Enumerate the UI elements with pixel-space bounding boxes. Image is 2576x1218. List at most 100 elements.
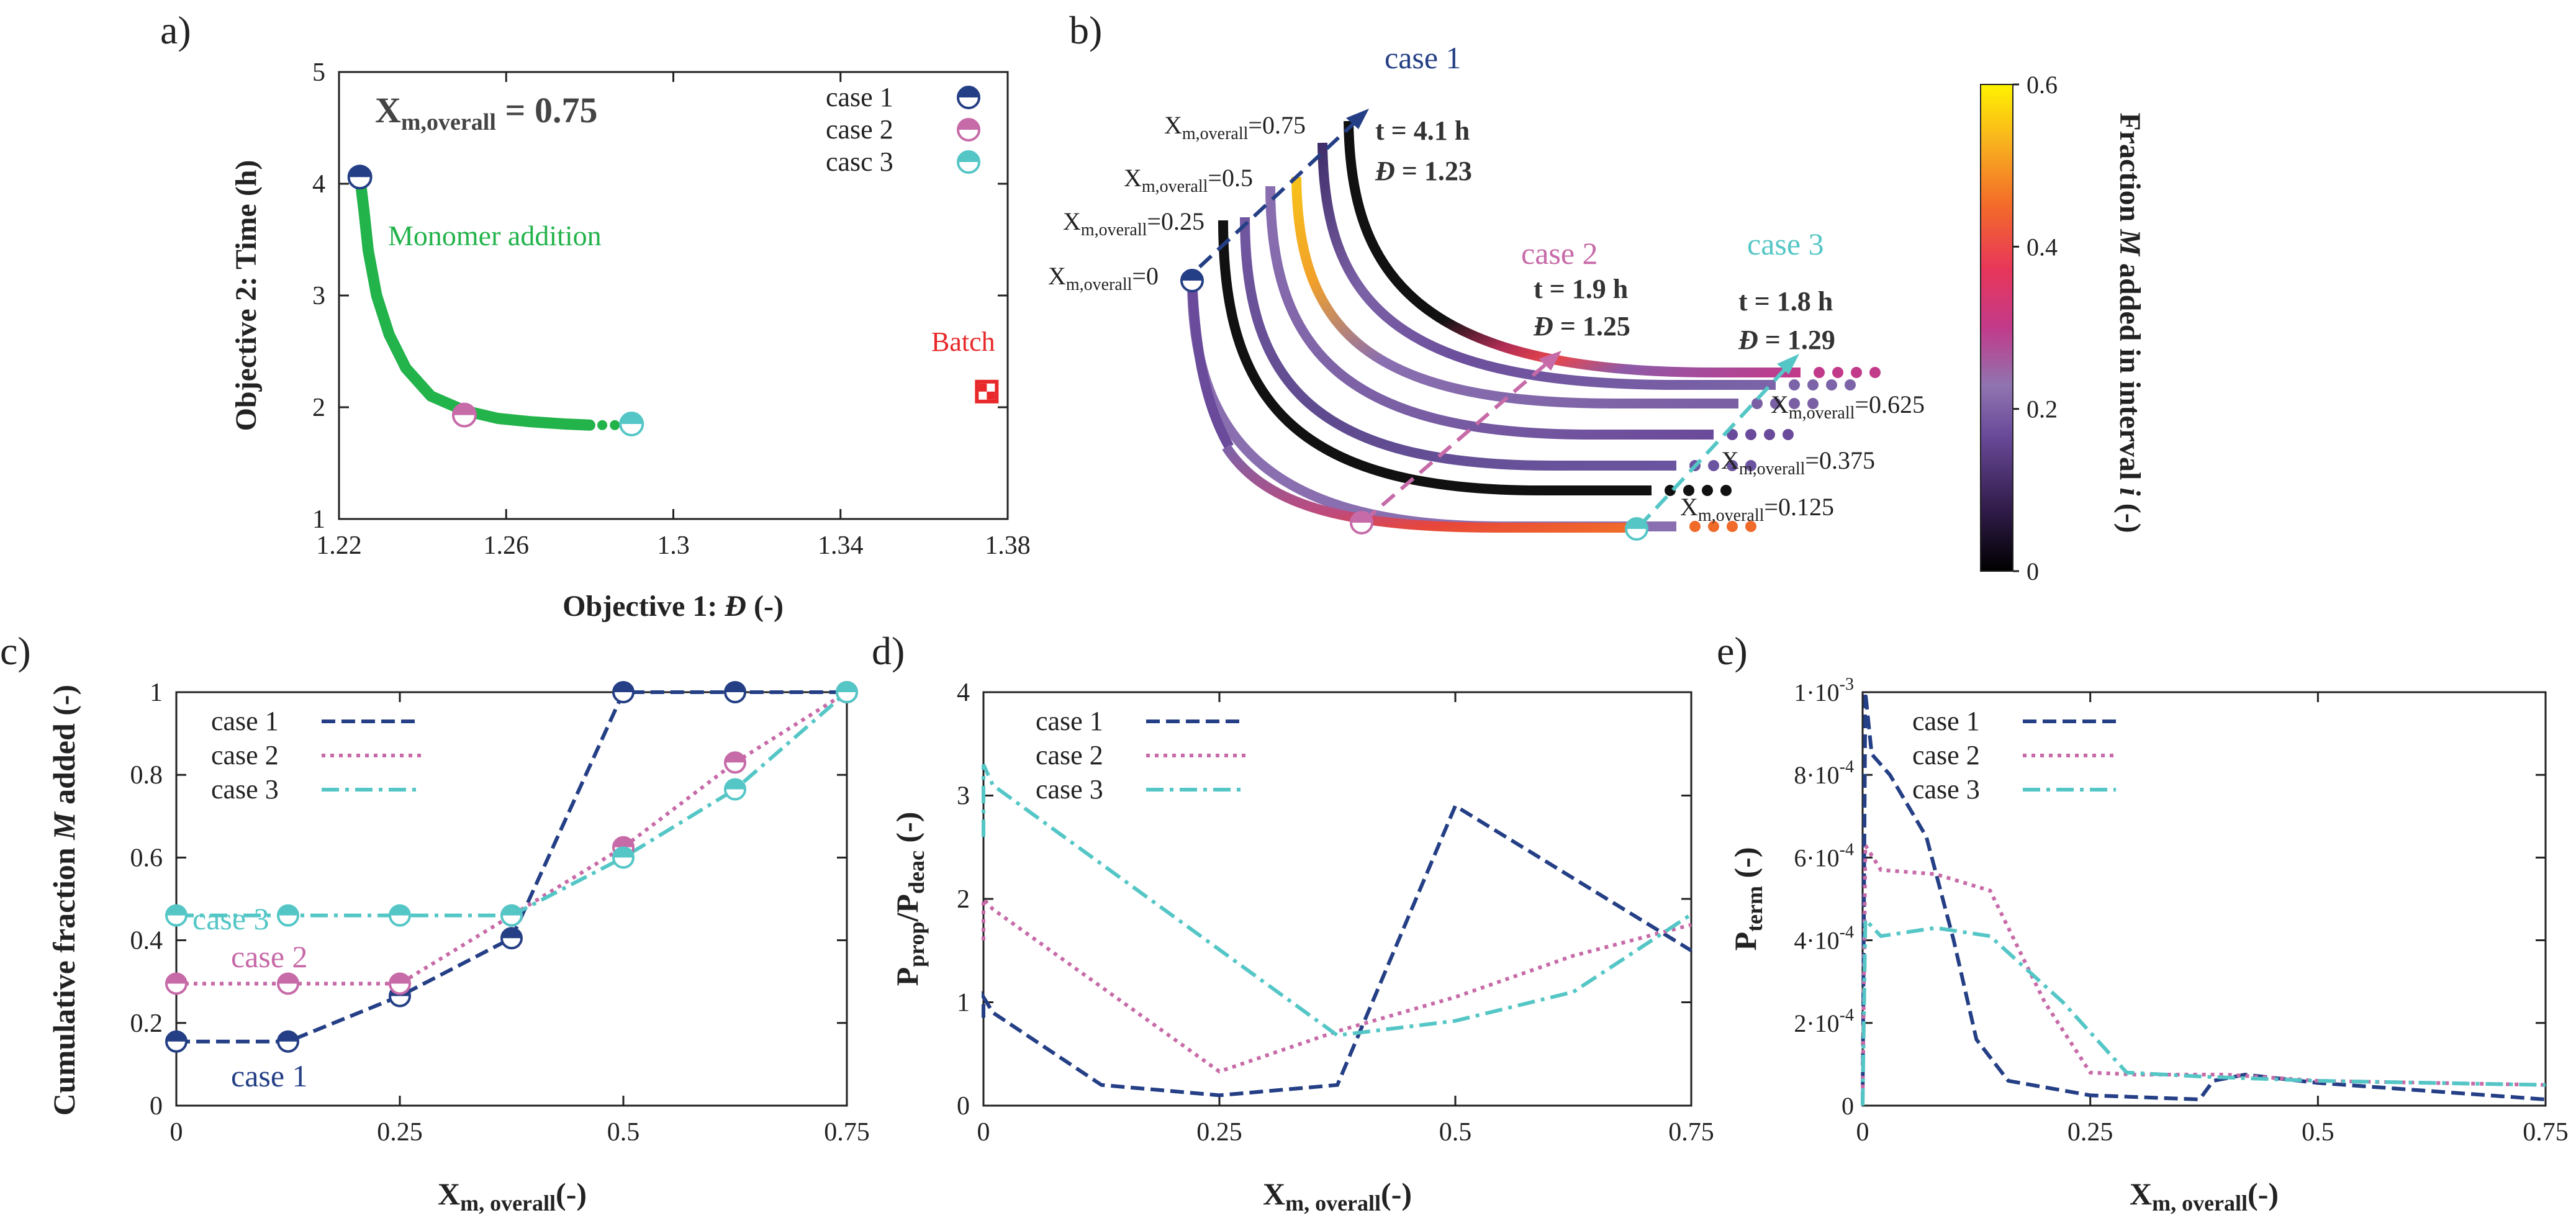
colorbar-label: Fraction M added in interval i (-) — [2113, 112, 2146, 533]
legend-d: case 1 case 2 case 3 — [1036, 706, 1245, 805]
legend-marker — [957, 150, 980, 174]
curve-tail-dot — [1745, 460, 1756, 471]
legend-label: case 2 — [1912, 740, 1980, 770]
series-point-case-2-fill — [278, 973, 298, 984]
curve-tail-dot — [1770, 398, 1781, 409]
panel-c-letter: c) — [0, 629, 31, 673]
level-label-0625: Xm,overall=0.625 — [1771, 390, 1925, 423]
batch-marker — [975, 379, 999, 404]
legend-label: case 2 — [211, 740, 279, 770]
inline-label-case2: case 2 — [231, 939, 308, 974]
series-point-case-2 — [277, 972, 299, 995]
curve-tail-dot — [1845, 379, 1856, 390]
batch-label: Batch — [931, 327, 995, 357]
curve-tail-dot — [1683, 485, 1694, 496]
series-point-case-3-fill — [725, 779, 745, 790]
y-axis-label-c: Cumulative fraction M added (-) — [47, 685, 81, 1116]
curve-level-05 — [1291, 176, 1738, 408]
inline-label-case1: case 1 — [231, 1058, 308, 1093]
series-point-case-3-fill — [390, 905, 410, 916]
series-point-case-1 — [277, 1030, 299, 1053]
case-marker-2-fill — [453, 404, 476, 415]
case-2-arrow — [1362, 351, 1561, 523]
curve-tail-dot — [1708, 521, 1719, 532]
y-tick-label: 1 — [957, 989, 970, 1017]
case-3-annotation: case 3 t = 1.8 h Đ = 1.29 — [1738, 227, 1835, 355]
y-tick-label: 4 — [312, 170, 325, 199]
colorbar-tick-label: 0.2 — [2027, 395, 2058, 423]
case-markers-a — [347, 165, 644, 436]
legend-label: case 1 — [826, 82, 893, 112]
series-point-case-1-fill — [502, 928, 522, 939]
x-tick-label: 1.22 — [316, 531, 362, 560]
curve-tail-dot — [1869, 367, 1881, 378]
curve-tail-dot — [1727, 460, 1738, 471]
curve-tail-dot — [1720, 485, 1732, 496]
y-tick-label: 6·10-4 — [1794, 840, 1854, 872]
x-tick-label: 0.5 — [607, 1118, 640, 1147]
panel-b: b) Xm,overall=0 — [1048, 8, 2146, 585]
x-tick-label: 0.75 — [2523, 1118, 2569, 1147]
curve-tail-dot — [1764, 429, 1775, 440]
series-point-case-1 — [500, 927, 523, 950]
x-tick-label: 0.5 — [2302, 1118, 2334, 1147]
series-point-case-2-fill — [166, 973, 186, 984]
x-tick-label: 0 — [1856, 1118, 1869, 1147]
colorbar-ticks: 0 0.2 0.4 0.6 — [2013, 71, 2058, 585]
case-marker-3 — [619, 412, 644, 436]
y-tick-label: 1 — [150, 679, 163, 707]
legend-label: case 1 — [1912, 706, 1980, 736]
legend-marker-fill — [958, 87, 979, 97]
case-marker-1 — [347, 165, 373, 190]
curve-tail-dot — [1789, 379, 1800, 390]
case-2-annotation: case 2 t = 1.9 h Đ = 1.25 — [1521, 236, 1630, 341]
y-tick-label: 4·10-4 — [1794, 923, 1854, 955]
case-markers-b — [1180, 269, 1648, 541]
panel-a: a) 1.22 1.26 1.3 1.34 1.38 1 2 3 4 5 Xm,overall =… — [160, 8, 1031, 623]
curve-level-0625 — [1317, 142, 1776, 390]
x-tick-label: 0.25 — [377, 1118, 423, 1147]
legend-label: case 2 — [1036, 740, 1103, 770]
series-point-case-3 — [165, 904, 188, 927]
case-3-start-marker — [1625, 517, 1648, 541]
x-tick-label: 0.25 — [2068, 1118, 2113, 1147]
x-tick-label: 0 — [170, 1118, 183, 1147]
y-tick-label: 2·10-4 — [1794, 1006, 1854, 1037]
case-3-arrow — [1637, 354, 1799, 528]
y-tick-label: 0 — [150, 1092, 163, 1121]
case-1-annotation: case 1 t = 4.1 h Đ = 1.23 — [1375, 40, 1472, 186]
y-tick-label: 2 — [957, 885, 970, 914]
case-3-time: t = 1.8 h — [1738, 286, 1833, 317]
x-tick-label: 0.5 — [1439, 1118, 1472, 1147]
series-point-case-2-fill — [725, 752, 745, 763]
case-1-arrow — [1198, 109, 1369, 269]
curve-tail-dot — [1807, 398, 1819, 409]
y-tick-label: 5 — [312, 58, 325, 87]
level-label-075: Xm,overall=0.75 — [1164, 111, 1306, 143]
curve-tail-dot — [1832, 367, 1843, 378]
legend-label: case 1 — [1036, 706, 1103, 736]
y-tick-label: 3 — [957, 782, 970, 811]
level-label-0: Xm,overall=0 — [1048, 262, 1159, 294]
colorbar-tick-label: 0.6 — [2027, 71, 2058, 99]
level-label-05: Xm,overall=0.5 — [1124, 164, 1253, 196]
y-axis-label-e: Pterm (-) — [1728, 847, 1767, 951]
x-tick-label: 0.75 — [1668, 1118, 1714, 1147]
case-1-dispersity: Đ = 1.23 — [1375, 156, 1472, 186]
curve-level-0-bottom — [1222, 444, 1627, 533]
legend-marker-fill — [958, 119, 979, 130]
plot-a-frame — [338, 71, 1009, 520]
series-point-case-3 — [389, 904, 411, 927]
series-line-case-3 — [1861, 914, 2546, 1106]
series-c — [165, 681, 858, 1053]
inline-label-case3: case 3 — [192, 901, 269, 936]
legend-label: case 2 — [826, 114, 893, 145]
series-point-case-2-fill — [390, 973, 410, 984]
curve-tail-dot — [1727, 521, 1738, 532]
legend-label: case 1 — [211, 706, 279, 736]
legend-label: case 3 — [211, 774, 279, 805]
series-line-case-3 — [982, 764, 1692, 1037]
y-tick-label: 8·10-4 — [1794, 757, 1854, 789]
case-marker-2 — [451, 402, 477, 428]
